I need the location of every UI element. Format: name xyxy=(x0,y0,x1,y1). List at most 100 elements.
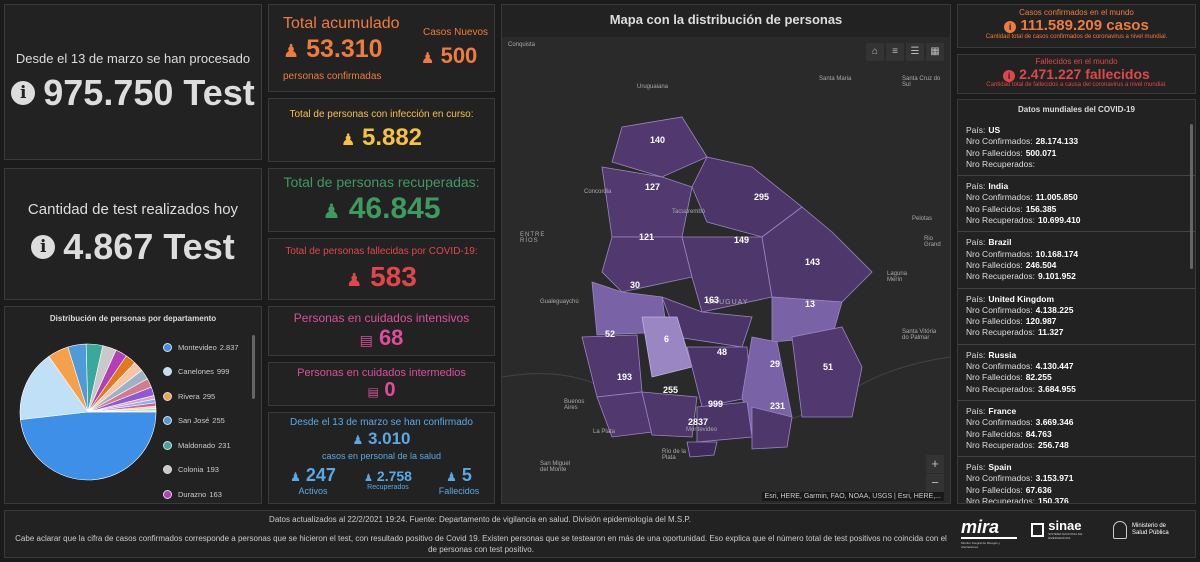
world-list-panel: Datos mundiales del COVID-19 País: US Nro … xyxy=(957,99,1196,504)
city-label: Laguna Merín xyxy=(887,271,908,283)
country-field-label: Nro Fallecidos: xyxy=(966,203,1023,214)
city-label: Uruguaiana xyxy=(637,84,669,90)
salud-label1: Desde el 13 de marzo se han confirmado xyxy=(290,417,473,428)
country-field: País: United Kingdom xyxy=(966,294,1187,305)
list-icon[interactable]: ☰ xyxy=(906,43,924,61)
map-attribution[interactable]: Esri, HERE, Garmin, FAO, NOAA, USGS | Es… xyxy=(761,492,944,501)
curso-label: Total de personas con infección en curso… xyxy=(289,108,474,120)
city-label: Conquista xyxy=(508,42,536,48)
legend-item[interactable]: Durazno 163 xyxy=(163,482,249,507)
pie-slice-canelones[interactable] xyxy=(19,356,89,420)
zoom-in-button[interactable]: + xyxy=(926,455,944,473)
dept-rocha[interactable] xyxy=(791,326,863,418)
legend-value: 255 xyxy=(212,416,225,426)
legend-item[interactable]: Maldonado 231 xyxy=(163,433,249,458)
basemap-icon[interactable]: ▦ xyxy=(926,43,944,61)
legend-item[interactable]: Colonia 193 xyxy=(163,458,249,483)
legend-item[interactable]: San José 255 xyxy=(163,409,249,434)
fallecidos-label: Total de personas fallecidas por COVID-1… xyxy=(285,245,478,257)
dept-florida[interactable] xyxy=(686,346,753,408)
info-icon: i xyxy=(11,80,36,105)
country-record[interactable]: País: US Nro Confirmados: 28.174.133 Nro Fal… xyxy=(958,120,1195,177)
country-field: Nro Recuperados: 11.327 xyxy=(966,327,1187,338)
country-field: País: France xyxy=(966,406,1187,417)
recuperados-panel: Total de personas recuperadas: ♟ 46.845 xyxy=(268,168,495,232)
acumulado-sub: personas confirmadas xyxy=(283,71,382,82)
country-field: Nro Fallecidos: 120.987 xyxy=(966,316,1187,327)
country-field-label: Nro Recuperados: xyxy=(966,496,1035,504)
legend-item[interactable]: Rivera 295 xyxy=(163,384,249,409)
dept-soriano[interactable] xyxy=(581,334,643,398)
dept-san-jose[interactable] xyxy=(641,391,698,438)
map-panel: Mapa con la distribución de personas Con… xyxy=(501,4,951,504)
country-field-value: 120.987 xyxy=(1025,316,1057,327)
dept-artigas[interactable] xyxy=(611,116,708,178)
legend-label: Durazno xyxy=(178,489,207,499)
city-label: Santa Vitória do Palmar xyxy=(902,329,937,341)
city-label: Tacuarembó xyxy=(672,209,706,215)
uruguay-map[interactable] xyxy=(502,37,950,503)
home-icon[interactable]: ⌂ xyxy=(866,43,884,61)
country-field-value: 67.636 xyxy=(1025,484,1052,495)
dept-montevideo[interactable] xyxy=(686,441,718,458)
legend-label: Maldonado xyxy=(178,440,216,450)
country-field-label: Nro Confirmados: xyxy=(966,361,1033,372)
ci-row: ▤ 68 xyxy=(360,325,404,351)
dept-count: 29 xyxy=(770,359,781,369)
nuevos-label: Casos Nuevos xyxy=(423,27,489,38)
country-field-label: País: xyxy=(966,125,986,135)
country-field-label: Nro Confirmados: xyxy=(966,192,1033,203)
list-scrollbar[interactable] xyxy=(1190,124,1193,269)
bed-icon: ▤ xyxy=(367,384,379,399)
legend-swatch xyxy=(163,342,172,352)
country-field-label: Nro Recuperados: xyxy=(966,327,1035,338)
country-field: Nro Recuperados: 256.748 xyxy=(966,440,1187,451)
legend-item[interactable]: Canelones 999 xyxy=(163,360,249,385)
cint-panel: Personas en cuidados intermedios ▤ 0 xyxy=(268,362,495,406)
country-field: País: US xyxy=(966,125,1187,136)
legend-swatch xyxy=(163,367,172,377)
country-field-value: 10.168.174 xyxy=(1035,248,1079,259)
country-field-label: País: xyxy=(966,237,986,248)
country-record[interactable]: País: Brazil Nro Confirmados: 10.168.174 Nro… xyxy=(958,232,1195,289)
country-record[interactable]: País: Russia Nro Confirmados: 4.130.447 Nro … xyxy=(958,345,1195,401)
country-field: Nro Recuperados: xyxy=(966,159,1187,170)
country-record[interactable]: País: Spain Nro Confirmados: 3.153.971 Nro F… xyxy=(958,457,1195,504)
salud-fallecidos-label: Fallecidos xyxy=(438,486,480,496)
city-label: ENTRE RÍOS xyxy=(520,232,546,244)
mira-logo: mira Monitor Integral de Riesgos y Afect… xyxy=(961,517,1017,549)
zoom-out-button[interactable]: − xyxy=(926,474,944,492)
dept-paysandu[interactable] xyxy=(601,236,693,293)
pie-slice-montevideo[interactable] xyxy=(20,411,157,481)
distribution-panel: Distribución de personas por departament… xyxy=(4,306,262,548)
country-field-value: 256.748 xyxy=(1037,439,1069,450)
legend-item[interactable]: Montevideo 2.837 xyxy=(163,335,249,360)
salud-value: 3.010 xyxy=(367,429,411,448)
country-field: Nro Recuperados: 10.699.410 xyxy=(966,215,1187,226)
country-field: Nro Confirmados: 4.130.447 xyxy=(966,361,1187,372)
country-record[interactable]: País: India Nro Confirmados: 11.005.850 Nro … xyxy=(958,176,1195,233)
acumulado-row: ♟ 53.310 xyxy=(283,35,383,64)
legend-swatch xyxy=(163,489,172,499)
country-field-value: 9.101.952 xyxy=(1037,271,1076,282)
dept-tacuarembo[interactable] xyxy=(681,236,773,313)
dept-maldonado[interactable] xyxy=(751,406,793,450)
map-view[interactable]: Conquista Uruguaiana Santa Maria Santa C… xyxy=(502,37,950,503)
legend-value: 163 xyxy=(209,489,222,499)
world-list[interactable]: País: US Nro Confirmados: 28.174.133 Nro Fal… xyxy=(958,120,1195,504)
country-record[interactable]: País: France Nro Confirmados: 3.669.346 Nro … xyxy=(958,401,1195,458)
country-field-value: 3.669.346 xyxy=(1035,417,1074,428)
country-field-value: Spain xyxy=(988,462,1012,473)
layers-icon[interactable]: ≡ xyxy=(886,43,904,61)
map-title: Mapa con la distribución de personas xyxy=(609,12,843,27)
legend-scrollbar[interactable] xyxy=(252,335,255,399)
country-field: País: Spain xyxy=(966,462,1187,473)
country-field-value: 246.504 xyxy=(1025,259,1057,270)
world-deaths-row: i 2.471.227 fallecidos xyxy=(958,66,1195,82)
country-record[interactable]: País: United Kingdom Nro Confirmados: 4.138… xyxy=(958,289,1195,345)
distribution-pie-chart[interactable] xyxy=(13,337,163,487)
dept-salto[interactable] xyxy=(601,166,693,238)
person-icon: ♟ xyxy=(340,131,356,149)
world-deaths-value: 2.471.227 fallecidos xyxy=(1019,66,1150,82)
country-field-label: Nro Confirmados: xyxy=(966,304,1033,315)
